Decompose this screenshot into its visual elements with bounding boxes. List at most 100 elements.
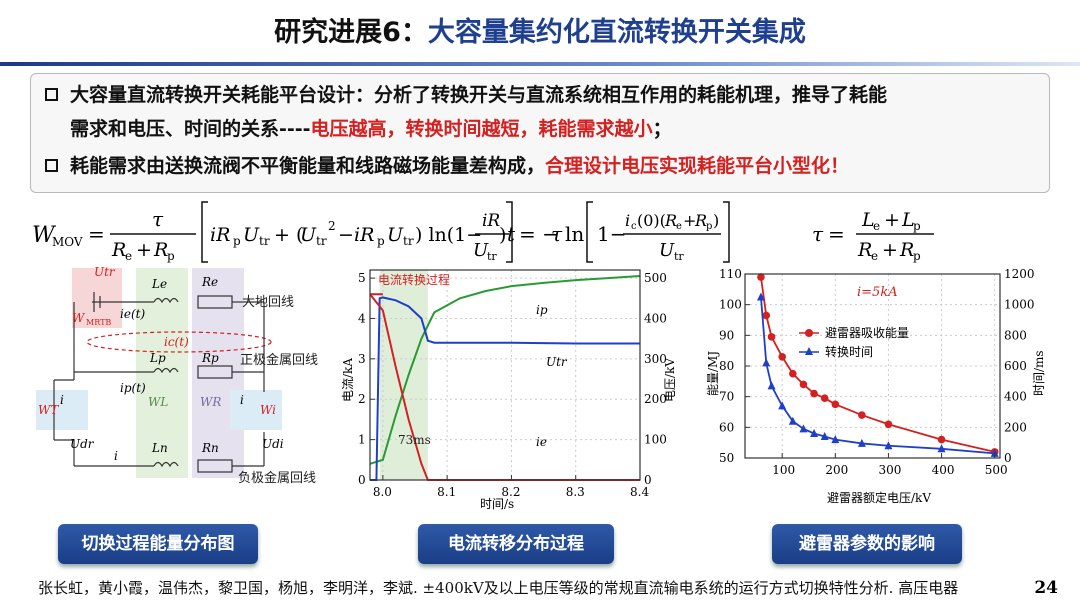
y2-tick-label: 0 <box>1004 451 1012 465</box>
data-point-time <box>831 435 840 444</box>
label-ic-t: ic(t) <box>164 335 189 349</box>
label-ip-t: ip(t) <box>120 381 146 395</box>
svg-text:e: e <box>676 221 682 232</box>
label-utr: Utr <box>94 265 116 279</box>
data-point-time <box>767 381 776 390</box>
legend-energy: 避雷器吸收能量 <box>825 326 909 340</box>
data-point-time <box>762 358 771 367</box>
svg-text:+: + <box>884 209 900 231</box>
svg-text:U: U <box>475 240 489 261</box>
svg-text:e: e <box>873 219 880 233</box>
data-point-energy <box>778 353 786 361</box>
chart1-frame <box>369 269 641 481</box>
svg-text:): ) <box>713 211 719 230</box>
chart1-xlabel: 时间/s <box>480 497 514 511</box>
footer-reference: 张长虹，黄小霞，温伟杰，黎卫国，杨旭，李明洋，李斌. ±400kV及以上电压等级… <box>38 579 959 597</box>
label-lp: Lp <box>149 351 166 365</box>
chart1-annotation: 电流转换过程 <box>378 272 450 287</box>
y-tick-label: 70 <box>719 390 734 404</box>
svg-text:−: − <box>338 224 354 246</box>
y-tick-label: 4 <box>358 311 366 325</box>
svg-text:W: W <box>32 223 57 248</box>
chart1-ylabel-left: 电流/kA <box>341 358 355 402</box>
y2-tick-label: 0 <box>644 473 652 487</box>
label-earth-return: 大地回线 <box>242 295 294 310</box>
y2-tick-label: 500 <box>644 271 667 285</box>
page-title: 研究进展6：大容量集约化直流转换开关集成 <box>0 10 1080 49</box>
title-rule <box>0 62 1080 66</box>
svg-text:ln: ln <box>565 222 584 246</box>
y2-tick-label: 200 <box>644 392 667 406</box>
svg-text:i: i <box>625 211 630 230</box>
title-main: 大容量集约化直流转换开关集成 <box>427 17 806 48</box>
x-tick-label: 8.1 <box>437 485 456 499</box>
legend-time: 转换时间 <box>825 344 873 359</box>
chart2-ylabel-left: 能量/MJ <box>706 351 720 396</box>
data-point-energy <box>757 273 765 281</box>
x-tick-label: 300 <box>878 463 901 477</box>
series-label-ie: ie <box>536 435 547 449</box>
x-tick-label: 200 <box>825 463 848 477</box>
svg-text:e: e <box>125 249 132 263</box>
label-le: Le <box>151 277 167 291</box>
square-bullet-icon <box>45 88 58 101</box>
svg-text:U: U <box>387 224 404 246</box>
y2-tick-label: 600 <box>1004 359 1027 373</box>
label-wl: WL <box>148 395 168 409</box>
data-point-energy <box>820 394 829 402</box>
svg-text:tr: tr <box>259 234 270 248</box>
y2-tick-label: 400 <box>644 311 667 325</box>
svg-text:+: + <box>683 211 696 230</box>
legend-time-marker <box>805 347 813 355</box>
y-tick-label: 60 <box>719 420 734 434</box>
series-line-ip <box>369 275 641 465</box>
svg-text:tr: tr <box>674 250 684 263</box>
chart1-duration: 73ms <box>398 433 431 447</box>
svg-text:iR: iR <box>482 211 500 231</box>
label-wmrtb-sub: MRTB <box>86 318 111 327</box>
svg-text:tr: tr <box>487 250 497 263</box>
label-udr: Udr <box>70 437 95 451</box>
x-tick-label: 500 <box>985 463 1008 477</box>
data-point-time <box>857 438 866 447</box>
chart1-ylabel-right: 电压/kV <box>663 358 677 402</box>
data-point-energy <box>767 333 776 341</box>
bullet-2: 耗能需求由送换流阀不平衡能量和线路磁场能量差构成，合理设计电压实现耗能平台小型化… <box>45 151 849 181</box>
svg-text:U: U <box>300 224 317 246</box>
label-i-left: i <box>60 393 64 407</box>
data-point-energy <box>762 311 771 320</box>
svg-text:τ: τ <box>551 222 563 246</box>
svg-text:U: U <box>659 240 675 261</box>
chart2-ylabel-right: 时间/ms <box>1032 350 1046 396</box>
svg-text:τ: τ <box>152 207 164 231</box>
svg-text:c: c <box>631 221 637 232</box>
y-tick-label: 110 <box>719 267 742 281</box>
svg-text:p: p <box>913 219 921 233</box>
wr-region <box>192 268 244 478</box>
y2-tick-label: 300 <box>644 352 667 366</box>
data-point-time <box>799 424 808 433</box>
y-tick-label: 100 <box>719 298 742 312</box>
y2-tick-label: 1000 <box>1004 298 1035 312</box>
y-tick-label: 2 <box>358 392 366 406</box>
label-wmrtb: W <box>72 311 86 325</box>
svg-text:t: t <box>507 222 516 246</box>
label-wt: WT <box>38 403 59 417</box>
label-i-bottom: i <box>114 449 118 463</box>
label-rp: Rp <box>201 351 219 365</box>
wt-region <box>36 390 88 430</box>
x-tick-label: 8.3 <box>566 485 585 499</box>
svg-text:e: e <box>871 249 878 263</box>
svg-text:=: = <box>88 222 105 246</box>
y-tick-label: 1 <box>358 433 366 447</box>
y-tick-label: 90 <box>719 328 734 342</box>
wi-region <box>230 390 282 430</box>
svg-text:+: + <box>882 239 898 261</box>
square-bullet-icon <box>45 159 58 172</box>
svg-text:MOV: MOV <box>52 235 83 249</box>
formula-tau: τ = Le + Lp Re + Rp <box>812 209 934 263</box>
data-point-energy <box>831 400 840 409</box>
svg-text:p: p <box>233 234 241 248</box>
